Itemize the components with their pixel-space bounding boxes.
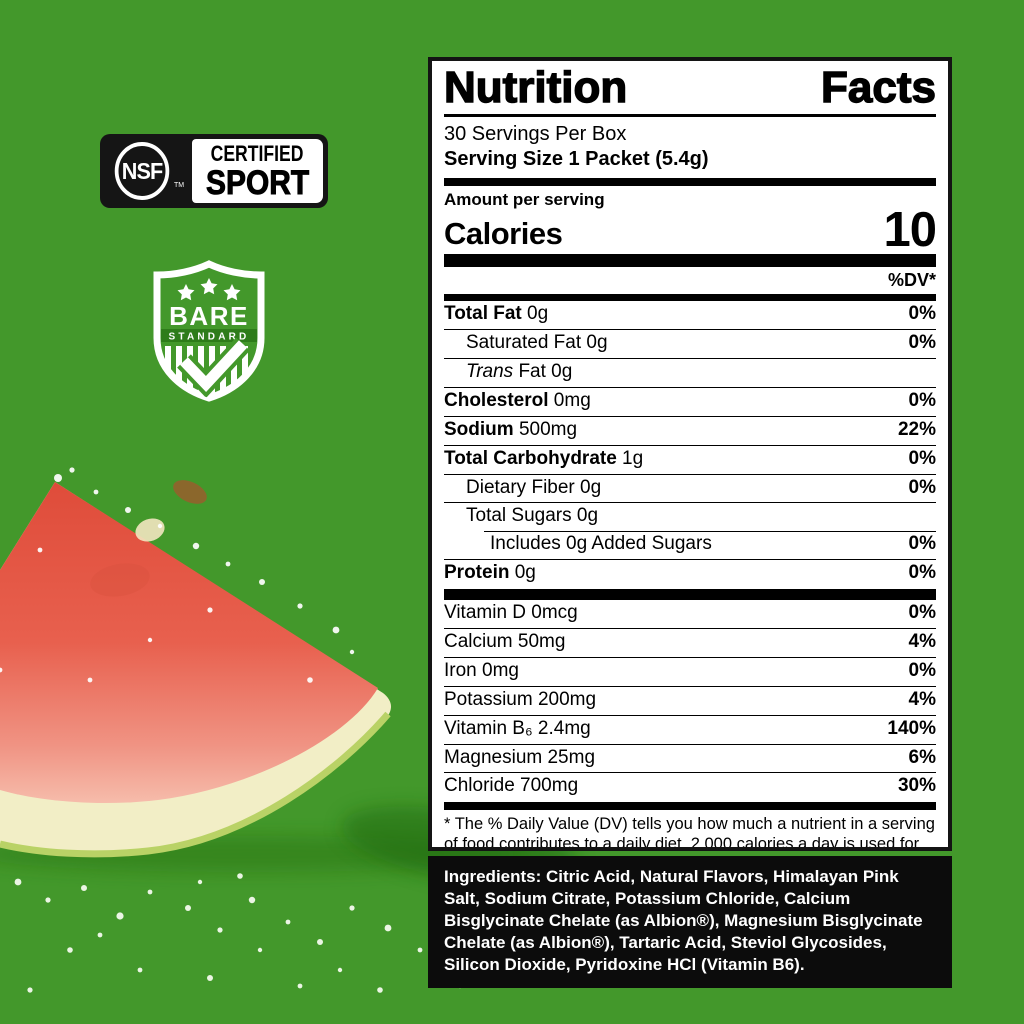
nutrition-row: Total Fat 0g 0% (444, 301, 936, 329)
nutrient-name: Sodium 500mg (444, 418, 578, 440)
watermelon-slice-image (0, 467, 579, 993)
divider-bar (444, 802, 936, 811)
nutrient-daily-value: 0% (908, 562, 936, 584)
nutrition-row: Total Sugars 0g (444, 502, 936, 531)
nutrient-name: Total Carbohydrate 1g (444, 447, 644, 469)
nutrition-row: Vitamin D 0mcg 0% (444, 600, 936, 628)
nutrition-row: Potassium 200mg 4% (444, 685, 936, 715)
nutrition-row: Saturated Fat 0g 0% (444, 329, 936, 358)
serving-size: Serving Size 1 Packet (5.4g) (444, 147, 709, 170)
nutrition-facts-label: Nutrition Facts 30 Servings Per Box Serv… (428, 57, 952, 851)
nutrition-row: Dietary Fiber 0g 0% (444, 473, 936, 503)
nutrient-daily-value: 0% (908, 533, 936, 555)
nutrient-daily-value: 0% (908, 659, 936, 681)
nutrition-facts-title: Nutrition Facts (443, 64, 937, 117)
nsf-org-text: NSF (121, 157, 163, 184)
nutrient-daily-value: 0% (908, 332, 936, 354)
nutrient-daily-value: 4% (908, 688, 936, 710)
nutrient-name: Vitamin D 0mcg (444, 602, 578, 624)
daily-value-header: %DV* (887, 270, 936, 291)
salt-on-slice (0, 467, 355, 683)
nutrient-name: Saturated Fat 0g (466, 332, 608, 354)
nutrition-row: Vitamin B₆ 2.4mg 140% (444, 714, 936, 744)
nutrient-daily-value: 22% (897, 418, 936, 440)
calories-value: 10 (883, 202, 937, 257)
divider-bar (444, 589, 936, 601)
nutrient-daily-value: 0% (908, 303, 936, 325)
nutrient-daily-value: 140% (887, 717, 936, 739)
slice-flesh (0, 482, 378, 804)
nsf-certified-text: CERTIFIED (211, 140, 304, 166)
nsf-certified-sport-badge: NSF TM CERTIFIED SPORT (100, 134, 328, 208)
nutrient-daily-value: 0% (908, 447, 936, 469)
vitamin-rows: Vitamin D 0mcg 0% Calcium 50mg 4% Iron 0… (444, 600, 936, 801)
nutrient-daily-value: 0% (908, 389, 936, 411)
nutrient-daily-value: 0% (908, 476, 936, 498)
nsf-trademark-text: TM (174, 182, 185, 189)
nutrient-daily-value: 6% (908, 746, 936, 768)
nutrition-row: Cholesterol 0mg 0% (444, 386, 936, 416)
shield-standard-text: STANDARD (169, 332, 250, 343)
nsf-text-panel: CERTIFIED SPORT (192, 139, 323, 203)
divider-bar (444, 254, 936, 268)
nutrition-row: Sodium 500mg 22% (444, 415, 936, 445)
nutrition-row: Iron 0mg 0% (444, 656, 936, 686)
slice-rind-edge (0, 711, 391, 858)
nutrient-rows: Total Fat 0g 0% Saturated Fat 0g 0% Tran… (444, 301, 936, 588)
nutrient-name: Dietary Fiber 0g (466, 476, 602, 498)
nutrition-row: Chloride 700mg 30% (444, 772, 936, 801)
divider-bar (444, 177, 936, 186)
ingredients-text: Ingredients: Citric Acid, Natural Flavor… (444, 867, 923, 975)
nutrition-row: Calcium 50mg 4% (444, 628, 936, 657)
nutrient-name: Vitamin B₆ 2.4mg (444, 717, 591, 739)
nutrient-name: Total Sugars 0g (466, 505, 599, 527)
shield-stars-icon (177, 278, 241, 301)
shield-band (161, 329, 257, 342)
nutrient-name: Magnesium 25mg (444, 746, 596, 768)
nutrient-name: Total Fat 0g (444, 303, 549, 325)
nutrition-row: Total Carbohydrate 1g 0% (444, 444, 936, 474)
divider-bar (444, 294, 936, 302)
nutrient-name: Cholesterol 0mg (444, 389, 591, 411)
amount-per-serving-label: Amount per serving (444, 189, 605, 209)
nsf-sport-text: SPORT (205, 163, 310, 202)
nutrient-daily-value: 4% (908, 631, 936, 652)
ingredients-box: Ingredients: Citric Acid, Natural Flavor… (428, 856, 952, 989)
servings-per-box: 30 Servings Per Box (444, 122, 627, 145)
calories-label: Calories (444, 216, 563, 252)
shield-check-icon (180, 340, 248, 393)
nutrient-name: Potassium 200mg (444, 688, 597, 710)
nsf-circle-icon: NSF (114, 142, 170, 200)
shield-bare-text: BARE (169, 301, 249, 331)
nutrition-row: Includes 0g Added Sugars 0% (444, 531, 936, 559)
nutrient-name: Iron 0mg (444, 659, 519, 681)
nutrient-name: Chloride 700mg (444, 775, 579, 797)
nutrient-name: Trans Fat 0g (466, 360, 573, 382)
bare-standard-shield-icon: BARE STANDARD (153, 260, 265, 402)
calories-row: Calories 10 (444, 202, 937, 257)
nutrient-daily-value: 0% (908, 602, 936, 624)
nsf-logo-panel: NSF TM (100, 134, 192, 208)
nutrition-row: Trans Fat 0g (444, 357, 936, 387)
nutrition-row: Magnesium 25mg 6% (444, 743, 936, 773)
daily-value-footnote: * The % Daily Value (DV) tells you how m… (444, 815, 935, 851)
nutrient-name: Includes 0g Added Sugars (490, 533, 712, 555)
nutrition-row: Protein 0g 0% (444, 559, 936, 588)
nutrient-name: Protein 0g (444, 562, 536, 584)
nutrient-daily-value: 30% (897, 775, 936, 797)
nutrient-name: Calcium 50mg (444, 631, 566, 652)
